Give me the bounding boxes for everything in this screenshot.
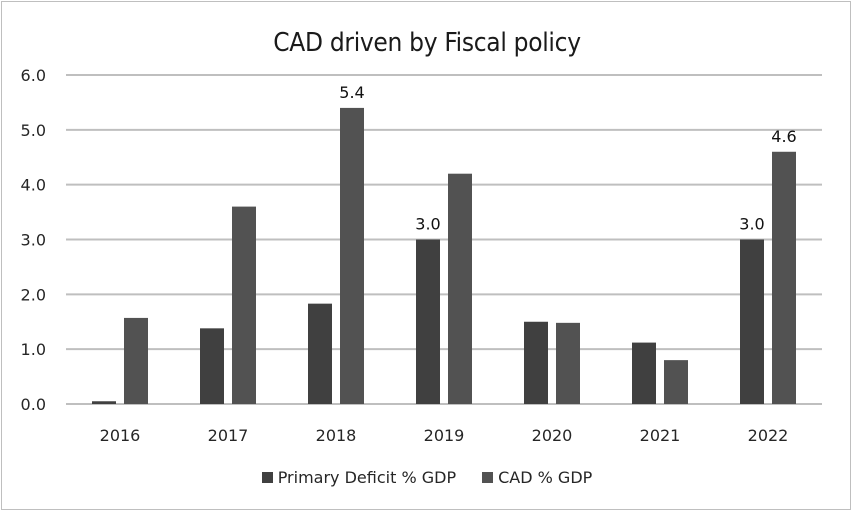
bar-cad-2018 — [340, 107, 364, 405]
x-tick-label: 2020 — [532, 426, 573, 445]
legend-swatch-cad — [482, 472, 494, 483]
x-tick-label: 2016 — [100, 426, 141, 445]
bar-cad-2022 — [772, 151, 796, 404]
bar-primary-deficit-2016 — [92, 401, 116, 404]
bar-primary-deficit-2019 — [416, 239, 440, 404]
legend-item-cad: CAD % GDP — [482, 468, 592, 487]
legend-label-cad: CAD % GDP — [498, 468, 593, 487]
data-label: 3.0 — [739, 215, 764, 234]
data-label: 3.0 — [415, 215, 440, 234]
y-tick-label: 1.0 — [21, 340, 46, 359]
bar-cad-2020 — [556, 322, 580, 404]
y-tick-label: 3.0 — [21, 231, 46, 250]
bar-cad-2021 — [664, 360, 688, 404]
bar-primary-deficit-2022 — [740, 239, 764, 404]
bar-cad-2016 — [124, 317, 148, 404]
bar-primary-deficit-2020 — [524, 321, 548, 404]
y-tick-label: 4.0 — [21, 176, 46, 195]
x-tick-label: 2018 — [316, 426, 357, 445]
x-tick-label: 2021 — [640, 426, 681, 445]
y-tick-label: 6.0 — [21, 66, 46, 85]
bar-cad-2017 — [232, 206, 256, 404]
chart-legend: Primary Deficit % GDP CAD % GDP — [0, 468, 854, 487]
data-label: 4.6 — [771, 127, 796, 146]
legend-swatch-primary-deficit — [261, 472, 273, 483]
y-tick-label: 0.0 — [21, 395, 46, 414]
x-tick-label: 2017 — [208, 426, 249, 445]
chart-title: CAD driven by Fiscal policy — [273, 28, 581, 58]
x-tick-label: 2019 — [424, 426, 465, 445]
bar-primary-deficit-2017 — [200, 328, 224, 404]
legend-item-primary-deficit: Primary Deficit % GDP — [261, 468, 457, 487]
x-tick-label: 2022 — [748, 426, 789, 445]
y-tick-label: 5.0 — [21, 121, 46, 140]
bar-primary-deficit-2021 — [632, 342, 656, 404]
bar-cad-2019 — [448, 173, 472, 404]
y-tick-label: 2.0 — [21, 285, 46, 304]
bar-primary-deficit-2018 — [308, 303, 332, 404]
data-label: 5.4 — [339, 83, 364, 102]
legend-label-primary-deficit: Primary Deficit % GDP — [277, 468, 457, 487]
